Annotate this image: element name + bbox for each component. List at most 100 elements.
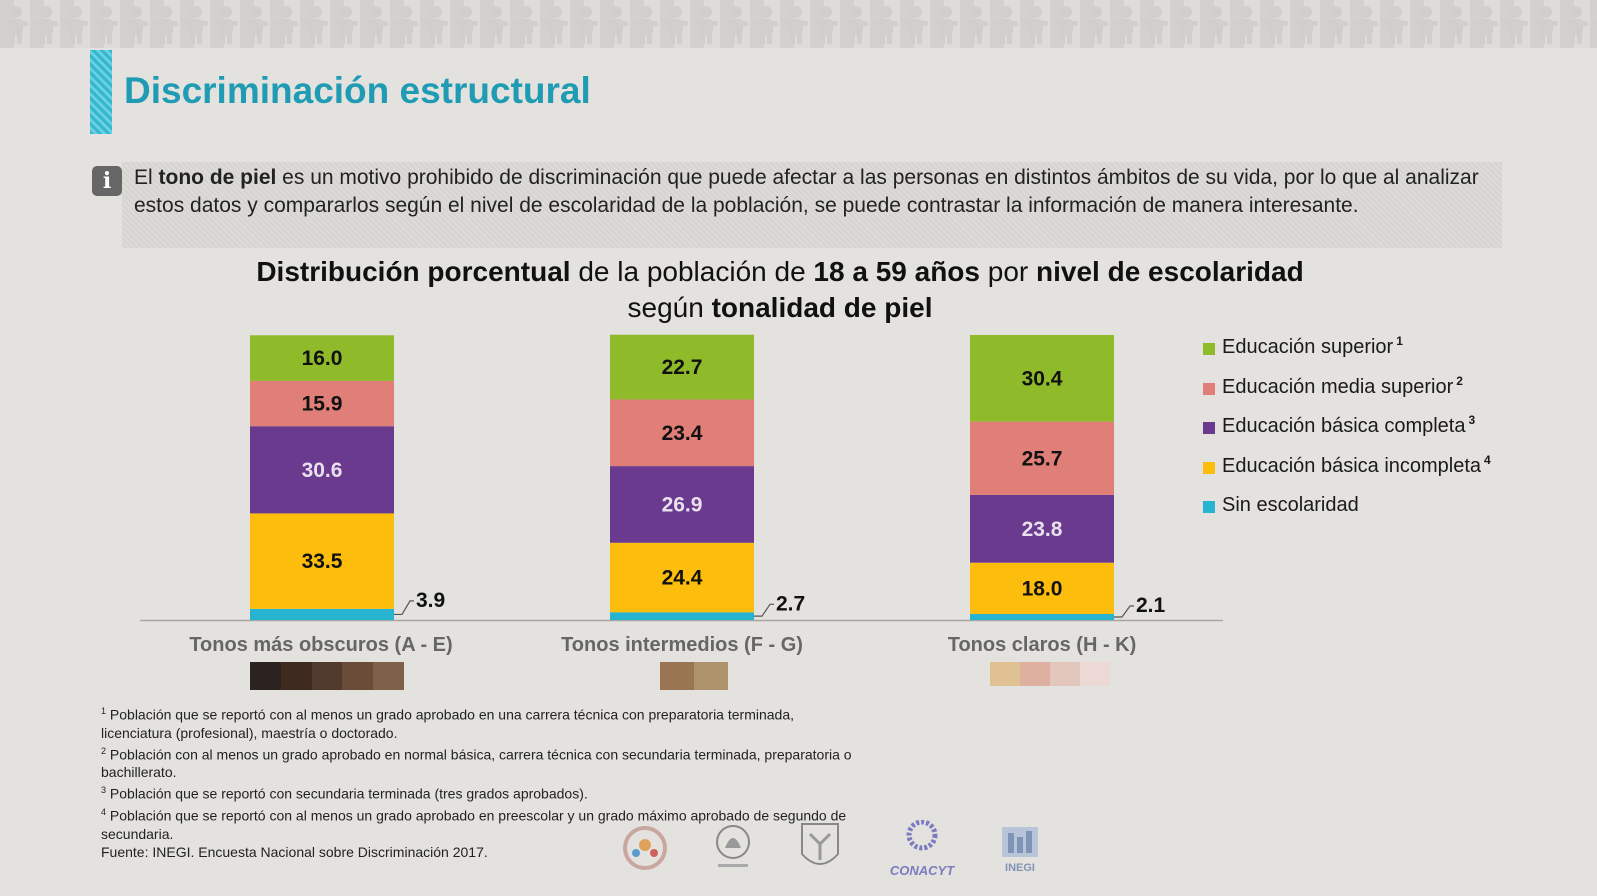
conacyt-logo: CONACYT [882,819,962,878]
category-label-dark: Tonos más obscuros (A - E) [189,634,453,656]
bar-value-label: 2.1 [1136,594,1166,617]
intro-text: El tono de piel es un motivo prohibido d… [122,162,1502,220]
bar-segment [970,421,1114,495]
skin-tone-swatch [311,662,343,690]
bar-segment [610,334,754,400]
legend-swatch [1203,501,1215,513]
skin-tone-swatch [1020,662,1050,686]
footnote: 4 Población que se reportó con al menos … [101,803,861,843]
bar-value-label: 33.5 [302,550,343,573]
bar-segment [250,380,394,427]
legend-footnote-ref: 2 [1456,373,1463,388]
category-label-intermediate: Tonos intermedios (F - G) [561,634,803,656]
bar-segment [970,614,1114,620]
bar-segment [970,494,1114,563]
bar-segment [970,562,1114,615]
legend-label: Educación superior [1222,336,1394,358]
footnote-text: Población con al menos un grado aprobado… [101,746,852,781]
footnotes: 1 Población que se reportó con al menos … [101,702,861,861]
legend-label: Sin escolaridad [1222,494,1359,516]
chart-title-part: de la población de [570,256,814,287]
inegi-logo-text: INEGI [1005,861,1035,874]
legend-label: Educación básica incompleta [1222,454,1482,477]
skin-tone-swatch [694,662,728,690]
bar-value-label: 2.7 [776,592,805,615]
bar-segment [610,542,754,613]
leader-line [394,600,414,616]
intro-bold: tono de piel [158,166,277,189]
legend-footnote-ref: 4 [1484,452,1491,467]
info-icon: i [92,166,122,196]
conacyt-logo-text: CONACYT [889,863,955,878]
unam-logo [796,820,844,878]
chart-title-part: nivel de escolaridad [1036,256,1304,287]
institution-logos: CONACYT INEGI [620,819,1078,878]
bar-segment [250,513,394,609]
legend-item: Educación media superior 2 [1203,373,1491,416]
chart-title-part: por [979,256,1037,287]
footnote-number: 3 [101,785,107,796]
intro-prefix: El [134,166,159,189]
bar-value-label: 23.4 [662,422,703,445]
chart-title: Distribución porcentual de la población … [230,254,1330,326]
bar-value-label: 30.6 [302,459,343,482]
bar-segment [610,399,754,467]
chart-legend: Educación superior 1 Educación media super… [1203,334,1491,534]
chart-title-part: Distribución porcentual [256,256,571,287]
bar-value-label: 24.4 [662,567,703,590]
skin-tone-swatch [660,662,694,690]
skin-tone-swatch [1080,662,1110,686]
bar-value-label: 23.8 [1022,518,1063,541]
legend-footnote-ref: 1 [1396,334,1403,348]
bar-value-label: 18.0 [1022,577,1063,600]
chart-title-part: según [627,292,712,323]
intro-box: El tono de piel es un motivo prohibido d… [122,162,1502,248]
skin-tone-swatch [280,662,312,690]
legend-swatch [1203,382,1215,395]
footnote-number: 1 [101,706,107,716]
cndh-logo [708,820,758,878]
legend-label: Educación básica completa [1222,415,1466,437]
bar-segment [250,608,394,620]
leader-line [754,603,774,617]
chart-title-part: tonalidad de piel [711,292,933,323]
source-note: Fuente: INEGI. Encuesta Nacional sobre D… [101,843,488,860]
bar-segment [610,466,754,543]
skin-tone-swatch [250,662,281,690]
bar-value-label: 26.9 [662,493,703,516]
legend-label: Educación media superior [1222,375,1454,398]
footnote-text: Población que se reportó con al menos un… [101,706,795,741]
legend-item: Educación básica incompleta 4 [1203,452,1491,495]
bar-value-label: 22.7 [662,356,703,379]
skin-swatches-light [990,662,1110,686]
footnote: 2 Población con al menos un grado aproba… [101,742,861,782]
inegi-logo: INEGI [1000,825,1040,874]
legend-swatch [1203,461,1215,474]
bar-value-label: 16.0 [302,347,343,370]
bar-value-label: 30.4 [1022,367,1063,390]
legend-swatch [1203,422,1215,434]
bar-value-label: 15.9 [302,393,343,416]
skin-swatches-dark [250,662,404,690]
legend-swatch [1203,343,1215,355]
bar-segment [250,426,394,514]
page-title: Discriminación estructural [124,70,591,111]
footnote-text: Población que se reportó con al menos un… [101,807,847,842]
footnote: 1 Población que se reportó con al menos … [101,702,861,742]
skin-swatches-intermediate [660,662,728,690]
footnote-number: 4 [101,806,107,817]
intro-rest: es un motivo prohibido de discriminación… [134,166,1479,217]
conapred-logo [620,823,670,876]
chart-title-part: 18 a 59 años [813,256,980,287]
bar-segment [610,612,754,620]
footnote-text: Población que se reportó con secundaria … [106,785,588,802]
legend-item: Educación básica completa 3 [1203,413,1491,455]
legend-item: Educación superior 1 [1203,334,1491,376]
bar-value-label: 3.9 [416,589,445,612]
footnote: 3 Población que se reportó con secundari… [101,781,861,803]
bar-segment [970,335,1114,422]
skin-tone-swatch [1050,662,1080,686]
leader-line [1114,605,1134,618]
bar-segment [250,335,394,381]
decorative-top-border [0,0,1597,48]
